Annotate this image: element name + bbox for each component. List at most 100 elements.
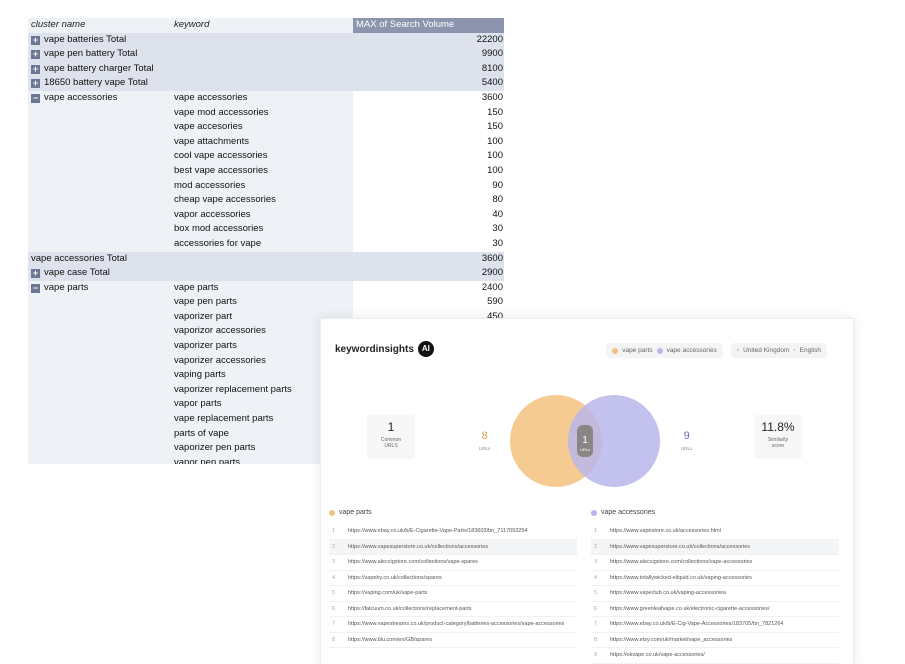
- search-volume-cell[interactable]: 150: [353, 120, 504, 135]
- header-keyword[interactable]: keyword: [171, 18, 353, 33]
- keyword-cell[interactable]: vaporizer part: [171, 309, 353, 325]
- header-cluster-name[interactable]: cluster name: [28, 18, 171, 33]
- cluster-cell[interactable]: [28, 149, 171, 164]
- cluster-cell[interactable]: [28, 178, 171, 194]
- keyword-cell[interactable]: vape mod accessories: [171, 105, 353, 121]
- url-link[interactable]: https://www.vapesuperstore.co.uk/collect…: [610, 543, 751, 550]
- cluster-cell[interactable]: + vape battery charger Total: [28, 61, 171, 77]
- cluster-cell[interactable]: [28, 353, 171, 369]
- pivot-detail-row[interactable]: best vape accessories 100: [28, 163, 504, 179]
- pivot-detail-row[interactable]: box mod accessories 30: [28, 222, 504, 237]
- search-volume-cell[interactable]: 8100: [353, 61, 504, 77]
- expand-icon[interactable]: +: [31, 78, 40, 89]
- header-max-search-volume[interactable]: MAX of Search Volume: [353, 18, 504, 33]
- cluster-cell[interactable]: [28, 295, 171, 310]
- url-link[interactable]: https://vapeby.co.uk/collections/spares: [348, 574, 442, 581]
- keyword-cell[interactable]: vaporizer accessories: [171, 353, 353, 369]
- keyword-cell[interactable]: vape accessories: [171, 90, 353, 106]
- keyword-cell[interactable]: box mod accessories: [171, 222, 353, 237]
- url-link[interactable]: https://www.vapesuperstore.co.uk/collect…: [348, 543, 489, 550]
- keyword-cell[interactable]: vapor accessories: [171, 207, 353, 223]
- url-link[interactable]: https://www.ebay.co.uk/b/E-Cig-Vape-Acce…: [610, 621, 784, 627]
- url-list-item[interactable]: 8 https://www.etsy.com/uk/market/vape_acc…: [591, 633, 839, 648]
- collapse-icon[interactable]: −: [31, 92, 40, 103]
- pivot-total-row[interactable]: + vape pen battery Total 9900: [28, 47, 504, 62]
- expand-icon[interactable]: +: [31, 34, 40, 45]
- cluster-cell[interactable]: [28, 426, 171, 442]
- url-link[interactable]: https://www.vapeclub.co.uk/vaping-access…: [610, 590, 727, 596]
- pivot-total-row[interactable]: +18650 battery vape Total 5400: [28, 76, 504, 91]
- search-volume-cell[interactable]: 22200: [353, 32, 504, 48]
- pivot-total-row[interactable]: + vape case Total 2900: [28, 266, 504, 281]
- cluster-cell[interactable]: vape accessories Total: [28, 251, 171, 267]
- search-volume-cell[interactable]: 3600: [353, 251, 504, 267]
- keyword-cell[interactable]: [171, 61, 353, 77]
- pivot-detail-row[interactable]: vape mod accessories 150: [28, 105, 504, 121]
- url-link[interactable]: https://www.totallywicked-eliquid.co.uk/…: [610, 574, 752, 581]
- url-list-item[interactable]: 8 https://www.blu.com/en/GB/spares: [329, 633, 577, 648]
- url-link[interactable]: https://vaping.com/uk/vape-parts: [348, 590, 428, 596]
- search-volume-cell[interactable]: 30: [353, 222, 504, 237]
- cluster-cell[interactable]: + vape pen battery Total: [28, 47, 171, 62]
- search-volume-cell[interactable]: 80: [353, 193, 504, 208]
- url-link[interactable]: https://falcuum.co.uk/collections/replac…: [348, 605, 472, 612]
- keyword-cell[interactable]: vape accesories: [171, 120, 353, 135]
- pivot-total-row[interactable]: vape accessories Total 3600: [28, 251, 504, 267]
- url-link[interactable]: https://okvape.co.uk/vape-accessories/: [610, 652, 705, 658]
- pivot-detail-row[interactable]: vape attachments 100: [28, 134, 504, 150]
- keyword-cell[interactable]: vaporizer pen parts: [171, 441, 353, 456]
- pivot-detail-row[interactable]: cool vape accessories 100: [28, 149, 504, 164]
- url-link[interactable]: https://www.vapestreams.co.uk/product-ca…: [348, 621, 565, 627]
- cluster-cell[interactable]: [28, 134, 171, 150]
- url-list-item[interactable]: 2 https://www.vapesuperstore.co.uk/collec…: [329, 539, 577, 555]
- search-volume-cell[interactable]: 3600: [353, 90, 504, 106]
- search-volume-cell[interactable]: 150: [353, 105, 504, 121]
- pivot-detail-row[interactable]: − vape accessories vape accessories 3600: [28, 90, 504, 106]
- url-link[interactable]: https://www.etsy.com/uk/market/vape_acce…: [610, 636, 733, 643]
- keyword-cell[interactable]: vaping parts: [171, 368, 353, 383]
- keyword-cell[interactable]: [171, 251, 353, 267]
- cluster-cell[interactable]: [28, 309, 171, 325]
- cluster-cell[interactable]: [28, 441, 171, 456]
- url-list-item[interactable]: 5 https://vaping.com/uk/vape-parts: [329, 586, 577, 602]
- cluster-cell[interactable]: [28, 207, 171, 223]
- url-list-item[interactable]: 4 https://www.totallywicked-eliquid.co.uk…: [591, 571, 839, 586]
- pivot-detail-row[interactable]: mod accessories 90: [28, 178, 504, 194]
- filter-chip-vape-parts[interactable]: vape parts vape accessories: [606, 343, 723, 358]
- pivot-detail-row[interactable]: accessories for vape 30: [28, 236, 504, 252]
- cluster-cell[interactable]: − vape parts: [28, 280, 171, 296]
- search-volume-cell[interactable]: 100: [353, 149, 504, 164]
- search-volume-cell[interactable]: 2400: [353, 280, 504, 296]
- cluster-cell[interactable]: [28, 163, 171, 179]
- pivot-detail-row[interactable]: vapor accessories 40: [28, 207, 504, 223]
- url-link[interactable]: https://www.aleccigstore.com/collections…: [610, 559, 753, 565]
- url-list-item[interactable]: 6 https://www.greenleafvape.co.uk/electro…: [591, 602, 839, 617]
- url-list-item[interactable]: 5 https://www.vapeclub.co.uk/vaping-acces…: [591, 586, 839, 602]
- keyword-cell[interactable]: cheap vape accessories: [171, 193, 353, 208]
- url-link[interactable]: https://www.greenleafvape.co.uk/electron…: [610, 605, 770, 612]
- keyword-cell[interactable]: vaporizer parts: [171, 339, 353, 354]
- url-list-item[interactable]: 4 https://vapeby.co.uk/collections/spares: [329, 571, 577, 586]
- url-list-item[interactable]: 9 https://okvape.co.uk/vape-accessories/: [591, 648, 839, 664]
- pivot-total-row[interactable]: + vape batteries Total 22200: [28, 32, 504, 48]
- url-link[interactable]: https://www.ebay.co.uk/b/E-Cigarette-Vap…: [348, 528, 528, 534]
- keyword-cell[interactable]: accessories for vape: [171, 236, 353, 252]
- keyword-cell[interactable]: mod accessories: [171, 178, 353, 194]
- url-link[interactable]: https://www.blu.com/en/GB/spares: [348, 636, 433, 643]
- search-volume-cell[interactable]: 90: [353, 178, 504, 194]
- search-volume-cell[interactable]: 9900: [353, 47, 504, 62]
- cluster-cell[interactable]: [28, 382, 171, 398]
- url-list-item[interactable]: 3 https://www.aleccigstore.com/collection…: [329, 555, 577, 571]
- url-list-item[interactable]: 1 https://www.vapestore.co.uk/accessories…: [591, 524, 839, 540]
- keyword-cell[interactable]: vape attachments: [171, 134, 353, 150]
- cluster-cell[interactable]: [28, 193, 171, 208]
- cluster-cell[interactable]: +18650 battery vape Total: [28, 76, 171, 91]
- cluster-cell[interactable]: − vape accessories: [28, 90, 171, 106]
- cluster-cell[interactable]: [28, 324, 171, 340]
- search-volume-cell[interactable]: 40: [353, 207, 504, 223]
- url-list-item[interactable]: 6 https://falcuum.co.uk/collections/repla…: [329, 602, 577, 617]
- filter-country[interactable]: ◦ United Kingdom ◦ English: [730, 343, 827, 358]
- collapse-icon[interactable]: −: [31, 282, 40, 293]
- keyword-cell[interactable]: [171, 266, 353, 281]
- search-volume-cell[interactable]: 590: [353, 295, 504, 310]
